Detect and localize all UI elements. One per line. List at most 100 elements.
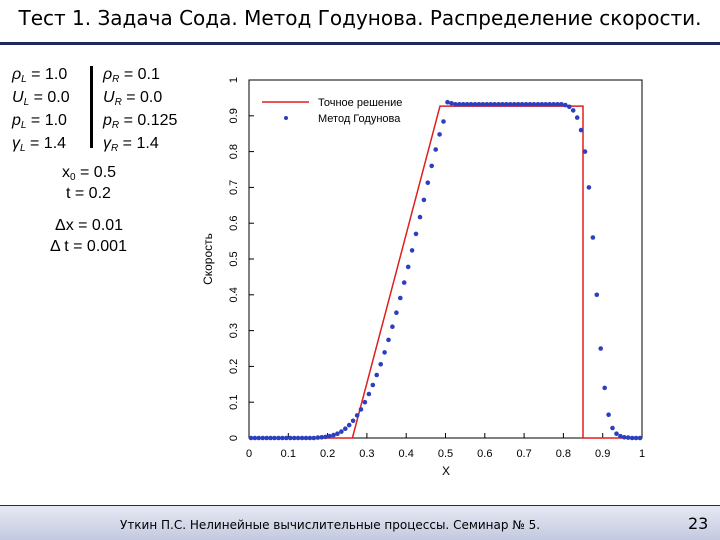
footer-text: Уткин П.С. Нелинейные вычислительные про…	[120, 518, 541, 532]
data-point	[539, 102, 545, 107]
legend-point-marker	[284, 116, 288, 120]
data-point	[504, 102, 509, 107]
data-point	[492, 102, 497, 107]
data-point	[512, 102, 517, 107]
data-point	[386, 337, 391, 343]
data-point	[523, 102, 529, 107]
data-point	[343, 426, 348, 432]
footer-bar	[0, 506, 720, 540]
data-point	[531, 102, 537, 107]
x-tick-label: 0.2	[320, 448, 335, 460]
data-point	[582, 149, 588, 154]
data-point	[457, 102, 462, 107]
data-point	[515, 102, 521, 107]
data-point	[276, 435, 281, 441]
data-point	[378, 362, 384, 367]
data-point	[551, 102, 556, 107]
data-point	[335, 431, 340, 437]
data-point	[248, 435, 254, 441]
data-point	[307, 435, 313, 441]
legend-label-godunov: Метод Годунова	[318, 113, 401, 125]
params-separator	[90, 66, 93, 148]
data-point	[374, 372, 380, 378]
y-tick-label: 0.8	[228, 144, 240, 159]
data-point	[449, 101, 454, 106]
data-point	[500, 102, 505, 107]
data-point	[622, 435, 627, 440]
data-point	[350, 418, 356, 424]
data-point	[453, 102, 458, 107]
data-point	[460, 102, 466, 107]
data-point	[260, 435, 266, 441]
data-point	[555, 102, 560, 107]
dt-param: Δ t = 0.001	[50, 238, 127, 255]
data-point	[394, 310, 399, 316]
param-u-left: UL = 0.0	[12, 89, 70, 108]
y-axis-ticks: 0 0.1 0.2 0.3 0.4 0.5 0.6 0.7 0.8 0.9 1	[228, 77, 254, 441]
data-point	[252, 435, 258, 441]
x-tick-label: 0.6	[477, 448, 492, 460]
param-p-right: pR = 0.125	[103, 112, 178, 131]
data-point	[468, 102, 474, 107]
data-point	[625, 435, 631, 440]
data-point	[280, 435, 285, 441]
data-point	[445, 99, 450, 105]
data-point	[331, 432, 336, 438]
data-point	[437, 132, 442, 137]
y-tick-label: 0.1	[228, 395, 240, 410]
data-point	[346, 422, 352, 428]
time-param: t = 0.2	[66, 185, 111, 202]
data-point	[264, 435, 270, 441]
param-rho-right: ρR = 0.1	[103, 66, 160, 85]
param-gamma-right: γR = 1.4	[103, 135, 159, 154]
data-point	[472, 102, 478, 107]
param-rho-left: ρL = 1.0	[12, 66, 68, 85]
data-point	[429, 163, 435, 169]
data-point	[629, 435, 635, 441]
x-tick-label: 0	[246, 448, 252, 460]
x-axis-label: X	[442, 464, 450, 478]
y-tick-label: 0.2	[228, 359, 240, 374]
data-point	[633, 435, 639, 441]
data-point	[496, 102, 501, 107]
data-point	[382, 350, 387, 355]
data-point	[535, 102, 541, 107]
data-point	[594, 292, 600, 298]
y-axis-label: Скорость	[201, 233, 215, 285]
data-point	[311, 435, 317, 441]
data-point	[441, 119, 446, 124]
data-point	[574, 115, 580, 120]
legend: Точное решение Метод Годунова	[257, 90, 417, 128]
x-tick-label: 0.9	[595, 448, 610, 460]
legend-box	[257, 90, 417, 128]
data-point	[299, 435, 305, 441]
y-tick-label: 0	[228, 435, 240, 441]
data-point	[570, 108, 576, 113]
x-axis-ticks: 0 0.1 0.2 0.3 0.4 0.5 0.6 0.7 0.8 0.9 1	[246, 433, 645, 460]
data-point	[409, 248, 415, 253]
data-point	[370, 382, 376, 388]
data-point	[476, 102, 482, 107]
data-point	[598, 346, 603, 351]
left-state-params: ρL = 1.0 UL = 0.0 pL = 1.0 γL = 1.4	[12, 63, 70, 155]
data-point	[547, 102, 552, 107]
y-tick-label: 0.4	[228, 287, 240, 302]
x0-param: x0 = 0.5	[62, 164, 117, 183]
y-tick-label: 0.6	[228, 216, 240, 231]
data-point	[637, 435, 643, 441]
plot-frame	[248, 79, 643, 439]
page-number: 23	[688, 514, 709, 533]
data-point	[291, 435, 297, 441]
data-point	[398, 295, 403, 301]
data-point	[288, 435, 293, 441]
data-point	[339, 429, 344, 434]
param-u-right: UR = 0.0	[103, 89, 163, 108]
data-point	[559, 102, 564, 107]
param-gamma-left: γL = 1.4	[12, 135, 67, 154]
data-point	[519, 102, 525, 107]
right-state-params: ρR = 0.1 UR = 0.0 pR = 0.125 γR = 1.4	[103, 63, 177, 155]
data-point	[366, 391, 372, 397]
data-point	[590, 235, 596, 240]
data-point	[362, 399, 368, 405]
x-tick-label: 0.5	[438, 448, 453, 460]
